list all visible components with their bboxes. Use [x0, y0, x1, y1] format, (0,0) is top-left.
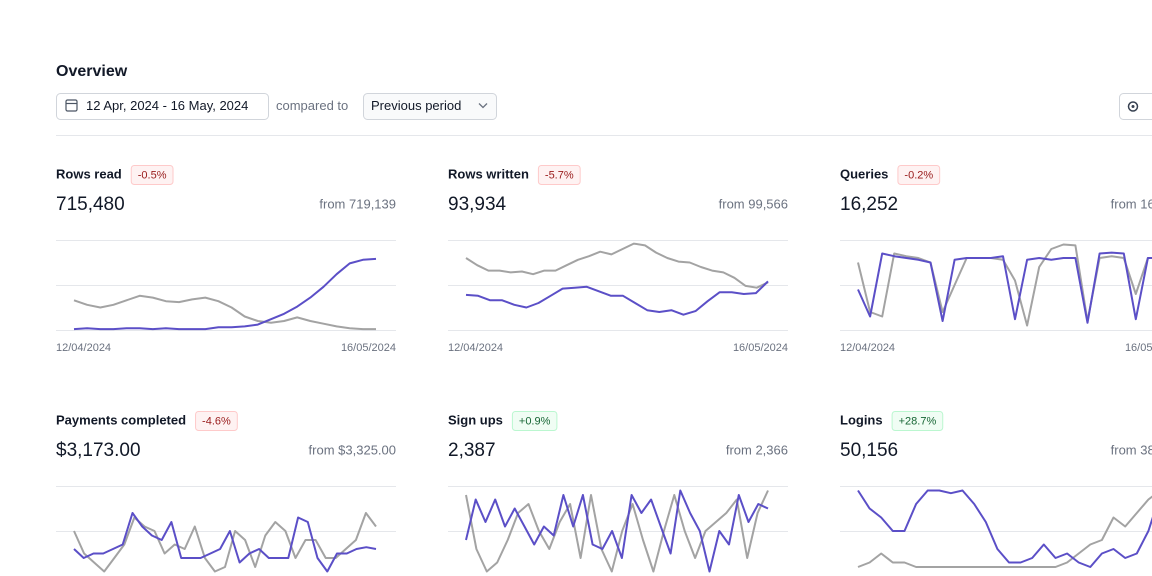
end-date: 16/05/2024 — [1125, 342, 1152, 354]
current-line — [465, 489, 769, 573]
calendar-icon — [65, 99, 78, 112]
previous-line — [73, 512, 377, 573]
metric-value: 715,480 — [56, 194, 125, 215]
metric-value: 2,387 — [448, 440, 496, 461]
period-label: Previous period — [371, 98, 461, 113]
current-line — [857, 489, 1152, 568]
card-title: Logins — [840, 412, 883, 427]
date-picker-box[interactable] — [56, 93, 269, 120]
metric-card: Payments completed -4.6% $3,173.00 from $3,… — [56, 411, 396, 573]
gear-icon — [1127, 101, 1139, 112]
change-label: -5.7% — [545, 169, 574, 181]
start-date: 12/04/2024 — [840, 342, 895, 354]
end-date: 16/05/2024 — [733, 342, 788, 354]
start-date: 12/04/2024 — [56, 342, 111, 354]
from-value: from 99,566 — [719, 196, 788, 211]
change-label: -0.2% — [904, 169, 933, 181]
change-badge — [891, 411, 944, 431]
date-range: 12 Apr, 2024 - 16 May, 2024 — [86, 98, 248, 113]
period-select-box[interactable] — [363, 93, 497, 120]
page-title: Overview — [56, 63, 128, 80]
date-picker[interactable]: 12 Apr, 2024 - 16 May, 2024 — [56, 93, 269, 120]
change-badge — [537, 165, 581, 185]
change-badge — [130, 165, 174, 185]
from-value: from 2,366 — [726, 442, 788, 457]
compared-label: compared to — [276, 98, 348, 113]
card-title: Rows written — [448, 166, 529, 181]
end-date: 16/05/2024 — [341, 342, 396, 354]
metric-value: 50,156 — [840, 440, 898, 461]
current-line — [857, 251, 1152, 324]
from-value: from 719,139 — [319, 196, 396, 211]
card-title: Sign ups — [448, 412, 503, 427]
settings-button-box[interactable] — [1119, 93, 1152, 120]
metric-card: Queries -0.2% 16,252 from 16,290 12/04/2024 1… — [840, 165, 1152, 354]
from-value: from 38,970 — [1111, 442, 1152, 457]
metric-value: 16,252 — [840, 194, 898, 215]
change-badge — [511, 411, 558, 431]
current-line — [73, 512, 377, 573]
metric-value: 93,934 — [448, 194, 507, 215]
previous-line — [857, 495, 1152, 568]
card-title: Queries — [840, 166, 888, 181]
previous-line — [857, 243, 1152, 327]
settings-button[interactable] — [1119, 93, 1152, 120]
previous-line — [465, 490, 769, 573]
metric-card: Rows written -5.7% 93,934 from 99,566 12/04/… — [448, 165, 788, 354]
change-label: +0.9% — [519, 415, 551, 427]
metric-card: Sign ups +0.9% 2,387 from 2,366 — [448, 411, 788, 573]
change-label: -4.6% — [202, 415, 231, 427]
previous-line — [465, 242, 769, 289]
cards: Rows read -0.5% 715,480 from 719,139 12/04/2… — [56, 165, 1152, 573]
start-date: 12/04/2024 — [448, 342, 503, 354]
from-value: from $3,325.00 — [309, 442, 396, 457]
chevron-icon — [478, 103, 488, 109]
card-title: Payments completed — [56, 412, 186, 427]
change-badge — [195, 411, 238, 431]
metric-card: Rows read -0.5% 715,480 from 719,139 12/04/2… — [56, 165, 396, 354]
current-line — [465, 280, 769, 316]
from-value: from 16,290 — [1111, 196, 1152, 211]
metric-value: $3,173.00 — [56, 440, 141, 461]
card-title: Rows read — [56, 166, 122, 181]
period-select[interactable]: Previous period — [363, 93, 497, 120]
metric-card: Logins +28.7% 50,156 from 38,970 — [840, 411, 1152, 568]
change-badge — [897, 165, 941, 185]
change-label: +28.7% — [899, 415, 937, 427]
current-line — [73, 257, 377, 331]
change-label: -0.5% — [138, 169, 167, 181]
gear-icon-center — [1131, 105, 1135, 108]
previous-line — [73, 294, 376, 331]
